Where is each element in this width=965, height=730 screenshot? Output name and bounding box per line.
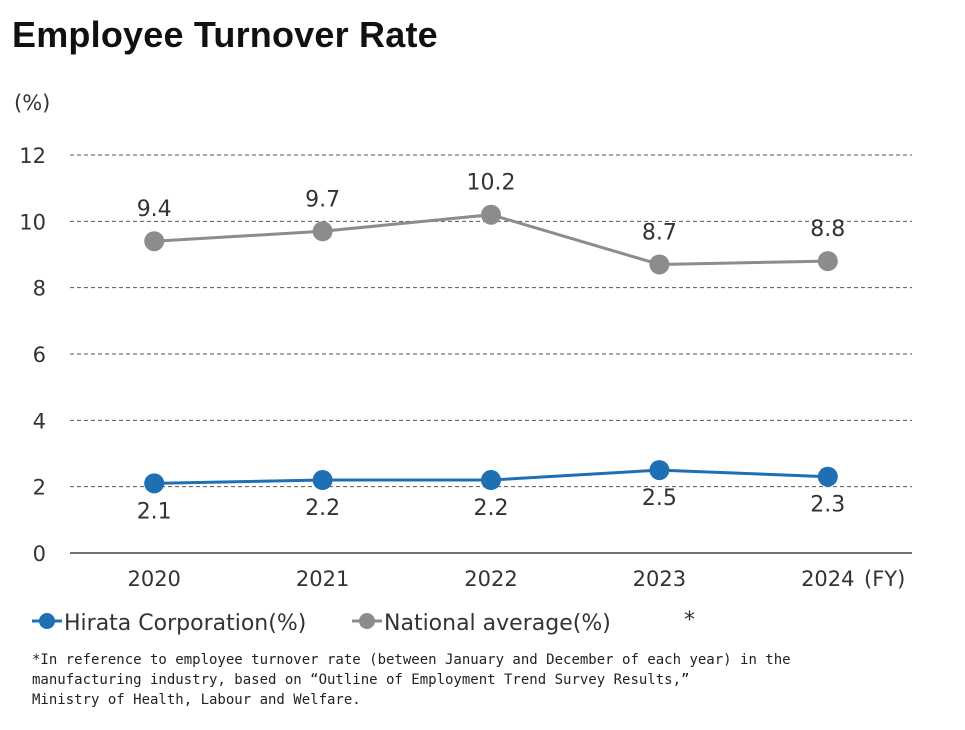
legend-item-1: National average(%) [352, 611, 611, 636]
x-tick-label: 2021 [296, 567, 349, 591]
data-point [817, 466, 838, 487]
data-point [312, 470, 333, 491]
y-axis-unit-label: (%) [14, 91, 50, 115]
y-tick-label: 4 [33, 409, 46, 433]
footnote: *In reference to employee turnover rate … [32, 652, 791, 708]
y-tick-label: 10 [19, 210, 46, 234]
data-point [312, 221, 333, 242]
data-point [481, 470, 501, 491]
y-tick-label: 12 [19, 144, 46, 168]
x-tick-label: 2022 [464, 567, 517, 591]
legend: Hirata Corporation(%) National average(%) [32, 611, 611, 636]
data-label: 2.2 [305, 496, 340, 521]
data-label: 2.2 [474, 496, 509, 521]
data-label: 8.8 [810, 217, 845, 242]
y-tick-label: 0 [33, 542, 46, 566]
x-tick-label: 2023 [633, 567, 686, 591]
series-1: 9.4 9.7 10.2 8.7 8.8 [137, 171, 845, 275]
data-point [649, 254, 670, 275]
data-label: 2.3 [810, 493, 845, 518]
data-label: 10.2 [467, 171, 516, 196]
y-tick-label: 6 [33, 343, 46, 367]
gridlines [70, 154, 912, 488]
legend-note-asterisk: * [684, 608, 695, 633]
series-0: 2.1 2.2 2.2 2.5 2.3 [137, 460, 845, 524]
data-point [144, 231, 165, 252]
y-tick-label: 8 [33, 277, 46, 301]
data-point [649, 460, 670, 481]
legend-item-0: Hirata Corporation(%) [32, 611, 306, 636]
data-label: 8.7 [642, 220, 677, 245]
legend-marker [359, 613, 375, 629]
series-group: 2.1 2.2 2.2 2.5 2.3 9.4 9.7 10.2 8.7 8.8 [137, 171, 846, 525]
data-label: 2.5 [642, 486, 677, 511]
x-axis-unit-label: (FY) [864, 567, 905, 591]
x-tick-label: 2024 [801, 567, 854, 591]
data-point [817, 251, 838, 272]
data-label: 2.1 [137, 499, 172, 524]
data-label: 9.4 [137, 197, 172, 222]
chart-title: Employee Turnover Rate [12, 14, 438, 55]
legend-label: Hirata Corporation(%) [64, 611, 306, 636]
data-point [481, 204, 501, 225]
x-tick-label: 2020 [127, 567, 180, 591]
legend-marker [39, 613, 55, 629]
x-axis-ticks: 2020 2021 2022 2023 2024 [127, 567, 854, 591]
y-tick-label: 2 [33, 476, 46, 500]
data-point [144, 473, 165, 494]
y-axis-ticks: 0 2 4 6 8 10 12 [19, 144, 46, 566]
data-label: 9.7 [305, 187, 340, 212]
legend-label: National average(%) [384, 611, 611, 636]
